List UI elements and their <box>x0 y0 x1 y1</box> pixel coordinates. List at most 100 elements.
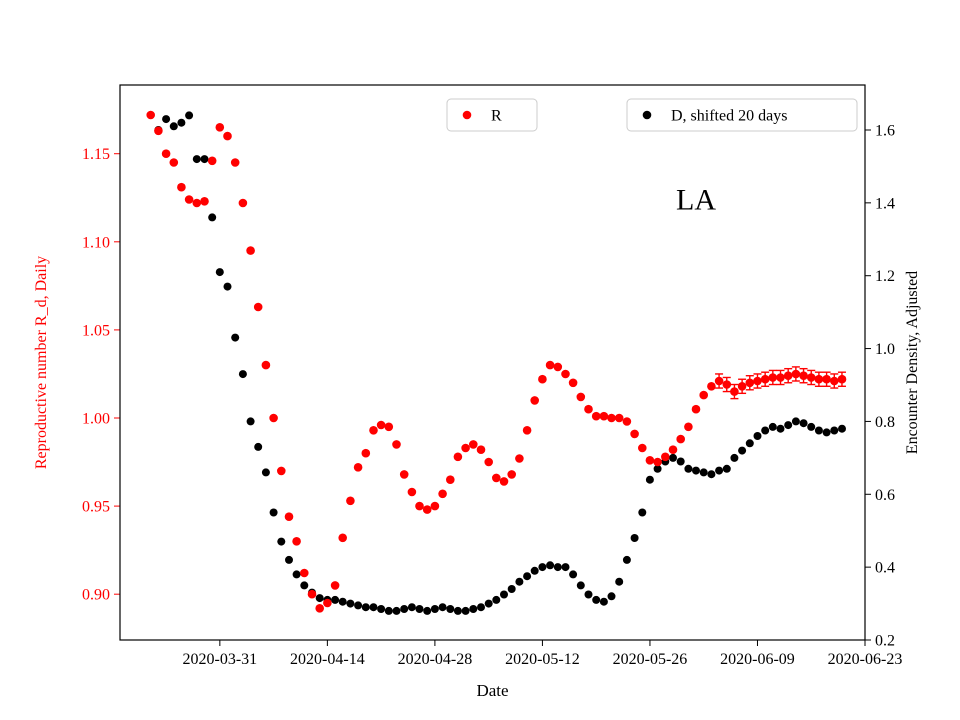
data-point-d <box>546 561 555 570</box>
data-point-d <box>799 419 808 428</box>
data-point-r <box>384 422 394 432</box>
data-point-d <box>208 213 217 222</box>
data-point-r <box>668 445 678 455</box>
legend-marker <box>462 110 472 120</box>
data-point-d <box>254 442 263 451</box>
data-point-r <box>346 496 355 506</box>
legend-box <box>626 98 858 132</box>
data-point-r <box>707 382 716 391</box>
data-point-r <box>277 466 286 476</box>
data-point-r <box>161 149 171 158</box>
data-point-d <box>438 603 447 612</box>
data-point-r <box>568 378 578 388</box>
data-point-d <box>361 603 370 612</box>
data-point-r <box>591 411 601 421</box>
data-point-r <box>415 501 424 511</box>
data-point-d <box>715 466 724 475</box>
data-point-r <box>684 422 693 432</box>
data-point-r <box>653 457 662 467</box>
data-point-d <box>377 605 386 613</box>
data-point-r <box>638 443 647 453</box>
data-point-d <box>192 155 201 164</box>
y-right-tick-label: 0.8 <box>875 414 895 431</box>
data-point-r <box>614 413 624 423</box>
data-point-r <box>645 456 655 465</box>
data-point-r <box>169 158 179 167</box>
data-point-d <box>569 570 578 579</box>
data-point-r <box>361 448 371 458</box>
data-point-r <box>438 489 447 499</box>
data-point-d <box>246 417 255 426</box>
data-point-r <box>323 598 332 608</box>
data-point-d <box>530 566 539 575</box>
data-point-d <box>423 606 432 615</box>
data-point-r <box>630 429 639 439</box>
data-point-r <box>576 392 586 402</box>
y-right-tick-label: 0.6 <box>875 487 895 504</box>
data-point-r <box>300 568 309 578</box>
data-point-d <box>461 606 470 615</box>
data-point-r <box>369 426 378 435</box>
data-point-d <box>384 606 393 615</box>
legend-d: D, shifted 20 days <box>626 98 858 132</box>
data-point-d <box>622 555 631 564</box>
data-point-r <box>177 182 186 192</box>
data-point-d <box>761 426 770 435</box>
x-tick-label: 2020-03-31 <box>183 651 258 668</box>
data-point-d <box>453 606 462 615</box>
data-point-d <box>807 422 816 431</box>
x-tick-label: 2020-05-26 <box>613 651 688 668</box>
legend-box <box>446 98 538 132</box>
legend-label: D, shifted 20 days <box>671 108 787 125</box>
data-point-d <box>684 464 693 473</box>
data-point-d <box>676 457 685 466</box>
y-axis-left-title: Reproductive number R_d, Daily <box>33 256 50 469</box>
data-point-d <box>238 370 247 379</box>
plot-border <box>119 84 866 641</box>
data-point-r <box>215 123 225 132</box>
data-point-d <box>753 432 762 440</box>
data-point-r <box>515 454 524 463</box>
data-point-d <box>653 464 662 473</box>
x-axis-title: Date <box>476 681 508 700</box>
data-point-d <box>200 155 209 164</box>
data-point-r <box>230 158 240 167</box>
data-point-d <box>223 282 232 291</box>
annotation-region-label: LA <box>676 184 716 217</box>
x-tick-label: 2020-04-28 <box>398 651 473 668</box>
data-point-r <box>499 477 509 486</box>
data-point-d <box>338 597 347 606</box>
data-point-d <box>699 468 708 477</box>
data-point-d <box>630 534 639 542</box>
data-point-d <box>430 605 439 613</box>
data-point-r <box>376 420 386 430</box>
data-point-r <box>553 362 563 372</box>
data-point-r <box>253 302 263 312</box>
data-point-d <box>500 590 508 599</box>
data-point-d <box>492 595 501 604</box>
data-point-d <box>745 439 754 448</box>
data-point-d <box>300 581 309 590</box>
data-point-d <box>507 585 516 593</box>
data-point-d <box>838 424 846 433</box>
data-point-d <box>523 572 532 581</box>
data-point-r <box>184 195 194 204</box>
data-point-d <box>285 555 293 564</box>
data-point-r <box>284 512 294 521</box>
data-point-d <box>738 446 747 455</box>
data-point-d <box>315 594 324 603</box>
data-point-r <box>561 369 570 379</box>
data-point-d <box>722 464 731 473</box>
x-tick-label: 2020-05-12 <box>505 651 580 668</box>
data-point-d <box>692 466 700 475</box>
data-point-d <box>638 508 647 517</box>
data-point-d <box>484 599 493 608</box>
data-point-r <box>269 413 278 423</box>
x-tick-label: 2020-06-09 <box>720 651 795 668</box>
data-point-r <box>315 604 325 613</box>
data-point-r <box>292 537 301 546</box>
data-point-d <box>607 592 616 601</box>
y-left-tick-label: 1.05 <box>82 322 110 339</box>
data-point-r <box>584 404 593 414</box>
